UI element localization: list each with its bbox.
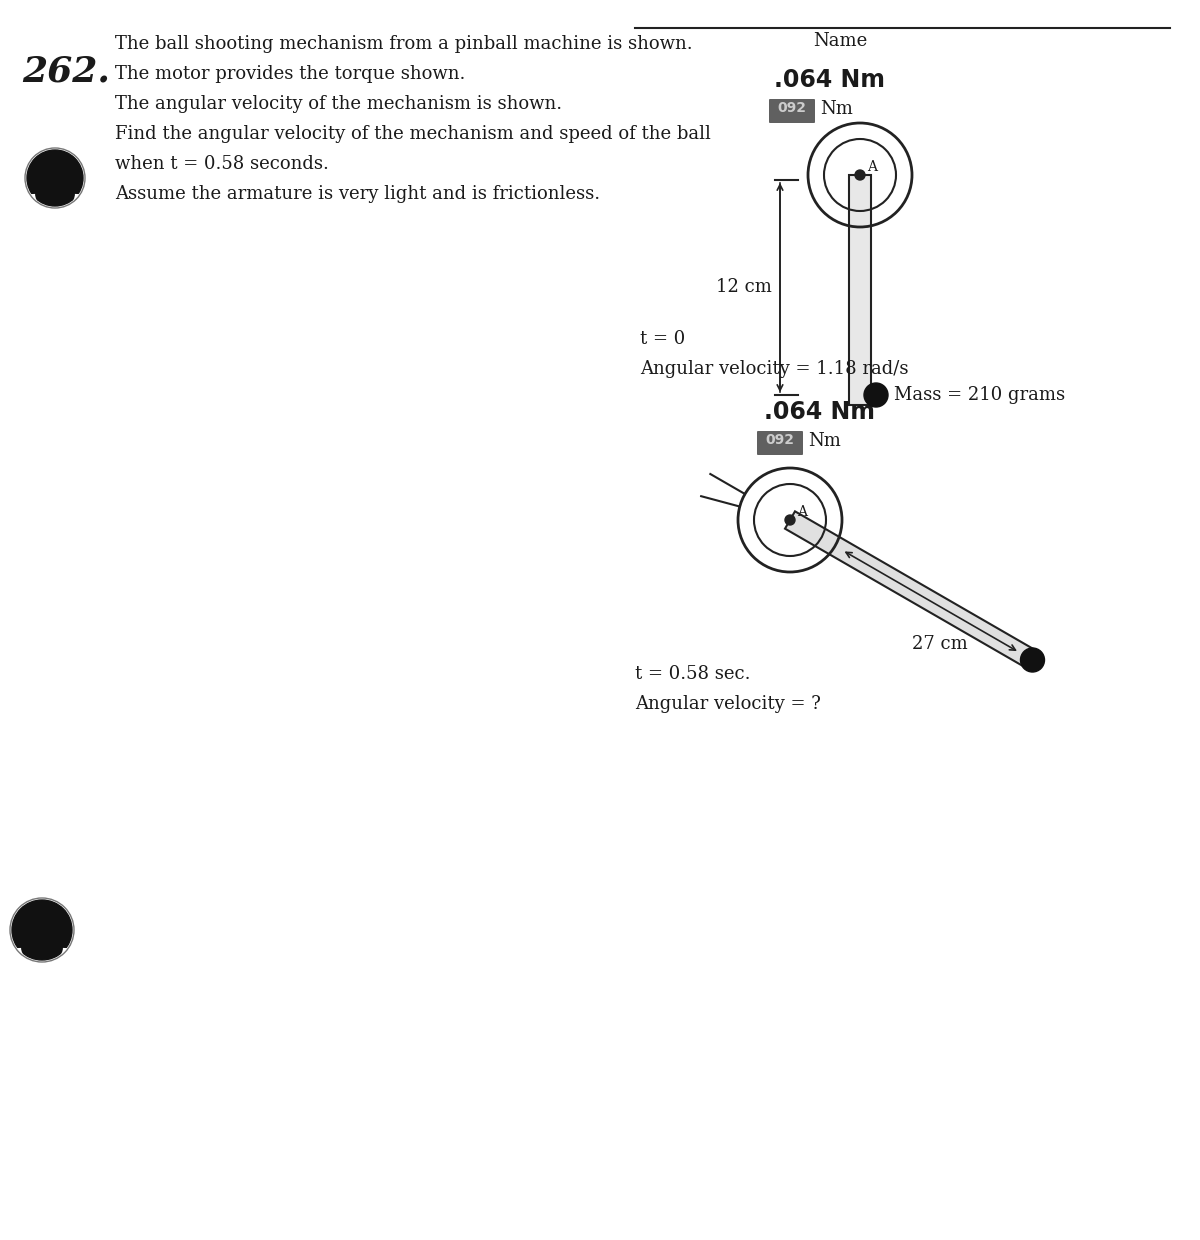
Text: Nm: Nm	[808, 432, 841, 450]
Text: .064 Nm: .064 Nm	[764, 401, 876, 424]
Text: 27 cm: 27 cm	[912, 635, 967, 653]
Circle shape	[12, 900, 72, 960]
Text: t = 0.58 sec.: t = 0.58 sec.	[635, 665, 750, 683]
Text: The angular velocity of the mechanism is shown.: The angular velocity of the mechanism is…	[115, 95, 562, 113]
Polygon shape	[785, 511, 1038, 668]
Text: Assume the armature is very light and is frictionless.: Assume the armature is very light and is…	[115, 185, 600, 203]
Text: .064 Nm: .064 Nm	[774, 68, 886, 92]
Text: Name: Name	[812, 32, 868, 50]
Text: 262.: 262.	[22, 55, 110, 89]
Text: The motor provides the torque shown.: The motor provides the torque shown.	[115, 64, 466, 83]
Text: Find the angular velocity of the mechanism and speed of the ball: Find the angular velocity of the mechani…	[115, 125, 710, 143]
Bar	[850, 175, 871, 405]
FancyBboxPatch shape	[757, 432, 803, 455]
Circle shape	[28, 150, 83, 206]
Text: t = 0: t = 0	[640, 330, 685, 348]
Text: Angular velocity = ?: Angular velocity = ?	[635, 694, 821, 713]
Circle shape	[1020, 649, 1044, 672]
Text: 092: 092	[766, 433, 794, 446]
Text: when t = 0.58 seconds.: when t = 0.58 seconds.	[115, 155, 329, 174]
Text: Nm: Nm	[820, 100, 853, 118]
Text: A: A	[797, 505, 808, 520]
Circle shape	[854, 170, 865, 180]
FancyBboxPatch shape	[769, 99, 815, 123]
Text: Angular velocity = 1.18 rad/s: Angular velocity = 1.18 rad/s	[640, 360, 908, 378]
Text: 092: 092	[778, 100, 806, 115]
Text: The ball shooting mechanism from a pinball machine is shown.: The ball shooting mechanism from a pinba…	[115, 35, 692, 53]
Circle shape	[785, 515, 796, 525]
Circle shape	[864, 383, 888, 407]
Text: A: A	[866, 160, 877, 174]
Text: 12 cm: 12 cm	[716, 279, 772, 296]
Text: Mass = 210 grams: Mass = 210 grams	[894, 386, 1066, 404]
